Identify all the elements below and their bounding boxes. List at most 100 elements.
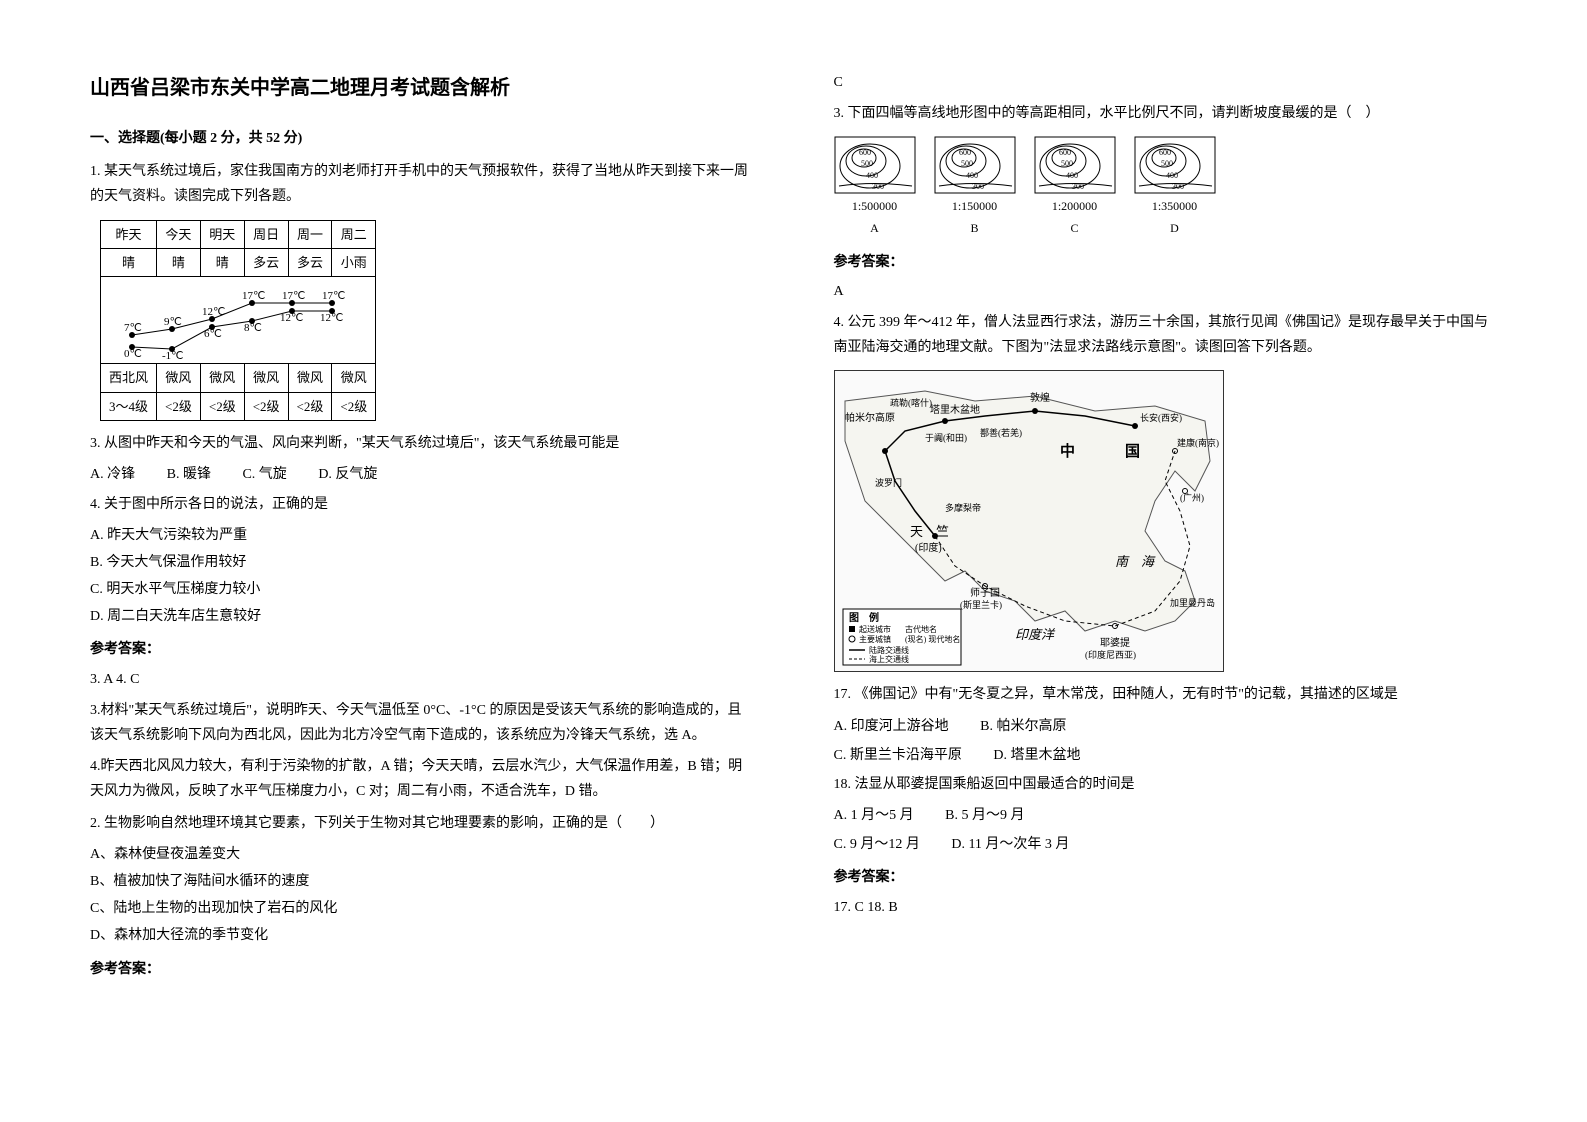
- q1-stem: 1. 某天气系统过境后，家住我国南方的刘老师打开手机中的天气预报软件，获得了当地…: [90, 159, 754, 209]
- wind-cell: 微风: [157, 364, 201, 392]
- q1-exp3: 3.材料"某天气系统过境后"，说明昨天、今天气温低至 0°C、-1°C 的原因是…: [90, 698, 754, 748]
- contour-map-c: 600 500 400 300: [1034, 136, 1116, 194]
- wind-cell: 微风: [244, 364, 288, 392]
- answer-label: 参考答案：: [90, 957, 754, 982]
- q4-sub18-opts-row1: A. 1 月～5 月 B. 5 月～9 月: [834, 803, 1498, 828]
- scale-label: D: [1134, 218, 1216, 240]
- wind-lvl-cell: <2级: [288, 392, 332, 420]
- svg-text:帕米尔高原: 帕米尔高原: [845, 411, 895, 424]
- exam-title: 山西省吕梁市东关中学高二地理月考试题含解析: [90, 70, 754, 106]
- svg-text:起送城市: 起送城市: [859, 624, 891, 634]
- q1-sub4: 4. 关于图中所示各日的说法，正确的是: [90, 492, 754, 517]
- wind-lvl-cell: <2级: [200, 392, 244, 420]
- opt-c: C. 气旋: [242, 467, 286, 482]
- answer-label: 参考答案：: [834, 865, 1498, 890]
- weather-cell: 晴: [200, 248, 244, 276]
- q1-sub3: 3. 从图中昨天和今天的气温、风向来判断，"某天气系统过境后"，该天气系统最可能…: [90, 431, 754, 456]
- svg-text:波罗门: 波罗门: [875, 477, 902, 488]
- day-cell: 周一: [288, 220, 332, 248]
- faxian-route-map: 敦煌 帕米尔高原 塔里木盆地 疏勒(喀什) 于阗(和田) 鄯善(若羌) 中 国 …: [834, 370, 1224, 672]
- q4-sub17-opts-row2: C. 斯里兰卡沿海平原 D. 塔里木盆地: [834, 743, 1498, 768]
- opt-d: D. 塔里木盆地: [993, 748, 1080, 763]
- contour-item: 600 500 400 300 1:350000 D: [1134, 136, 1216, 239]
- svg-text:加里曼丹岛: 加里曼丹岛: [1170, 597, 1215, 608]
- weather-table: 昨天 今天 明天 周日 周一 周二 晴 晴 晴 多云 多云 小雨: [100, 220, 376, 422]
- svg-text:南 海: 南 海: [1115, 554, 1156, 569]
- scale-text: 1:500000: [834, 196, 916, 218]
- svg-text:600: 600: [959, 148, 971, 157]
- day-cell: 周二: [332, 220, 376, 248]
- opt-c: C. 9 月～12 月: [834, 837, 920, 852]
- q3-stem: 3. 下面四幅等高线地形图中的等高距相同，水平比例尺不同，请判断坡度最缓的是（ …: [834, 101, 1498, 126]
- svg-text:师子国: 师子国: [970, 586, 1000, 599]
- day-cell: 昨天: [101, 220, 157, 248]
- weather-cell: 多云: [288, 248, 332, 276]
- svg-text:古代地名: 古代地名: [905, 624, 937, 634]
- opt-c: C. 斯里兰卡沿海平原: [834, 748, 962, 763]
- svg-text:疏勒(喀什): 疏勒(喀什): [890, 397, 932, 408]
- q3-answer: A: [834, 279, 1498, 304]
- svg-text:印度洋: 印度洋: [1015, 627, 1056, 642]
- q2-answer: C: [834, 70, 1498, 95]
- opt-d: D、森林加大径流的季节变化: [90, 923, 754, 948]
- contour-map-b: 600 500 400 300: [934, 136, 1016, 194]
- q4-stem: 4. 公元 399 年～412 年，僧人法显西行求法，游历三十余国，其旅行见闻《…: [834, 310, 1498, 360]
- svg-text:海上交通线: 海上交通线: [869, 654, 909, 664]
- svg-text:(广州): (广州): [1180, 492, 1204, 503]
- contour-item: 600 500 400 300 1:500000 A: [834, 136, 916, 239]
- svg-text:建康(南京): 建康(南京): [1177, 437, 1219, 448]
- answer-label: 参考答案：: [834, 250, 1498, 275]
- opt-a: A. 1 月～5 月: [834, 808, 914, 823]
- route-map-svg: 敦煌 帕米尔高原 塔里木盆地 疏勒(喀什) 于阗(和田) 鄯善(若羌) 中 国 …: [835, 371, 1223, 671]
- q4-sub18: 18. 法显从耶婆提国乘船返回中国最适合的时间是: [834, 772, 1498, 797]
- opt-d: D. 反气旋: [318, 467, 377, 482]
- weather-cell: 晴: [101, 248, 157, 276]
- svg-text:300: 300: [972, 182, 984, 191]
- right-column: C 3. 下面四幅等高线地形图中的等高距相同，水平比例尺不同，请判断坡度最缓的是…: [834, 70, 1498, 986]
- svg-text:鄯善(若羌): 鄯善(若羌): [980, 427, 1022, 438]
- svg-text:17℃: 17℃: [322, 290, 345, 302]
- day-cell: 今天: [157, 220, 201, 248]
- weather-figure: 昨天 今天 明天 周日 周一 周二 晴 晴 晴 多云 多云 小雨: [100, 220, 754, 422]
- opt-c: C、陆地上生物的出现加快了岩石的风化: [90, 896, 754, 921]
- svg-text:(斯里兰卡): (斯里兰卡): [960, 599, 1002, 610]
- svg-text:长安(西安): 长安(西安): [1140, 412, 1182, 423]
- scale-text: 1:200000: [1034, 196, 1116, 218]
- svg-text:多摩梨帝: 多摩梨帝: [945, 502, 981, 513]
- opt-a: A. 冷锋: [90, 467, 135, 482]
- opt-b: B. 帕米尔高原: [980, 719, 1066, 734]
- svg-text:敦煌: 敦煌: [1030, 391, 1050, 404]
- scale-text: 1:350000: [1134, 196, 1216, 218]
- svg-text:(印度尼西亚): (印度尼西亚): [1085, 649, 1136, 660]
- wind-lvl-cell: <2级: [244, 392, 288, 420]
- section-1-header: 一、选择题(每小题 2 分，共 52 分): [90, 126, 754, 151]
- opt-c: C. 明天水平气压梯度力较小: [90, 577, 754, 602]
- q1-sub3-options: A. 冷锋 B. 暖锋 C. 气旋 D. 反气旋: [90, 462, 754, 487]
- svg-text:500: 500: [861, 159, 873, 168]
- opt-b: B. 今天大气保温作用较好: [90, 550, 754, 575]
- wind-lvl-cell: 3～4级: [101, 392, 157, 420]
- opt-a: A. 印度河上游谷地: [834, 719, 949, 734]
- contour-figure-row: 600 500 400 300 1:500000 A 600 500 40: [834, 136, 1498, 239]
- contour-item: 600 500 400 300 1:150000 B: [934, 136, 1016, 239]
- opt-a: A. 昨天大气污染较为严重: [90, 523, 754, 548]
- scale-label: B: [934, 218, 1016, 240]
- svg-text:图 例: 图 例: [849, 611, 879, 624]
- svg-text:天 竺: 天 竺: [910, 524, 949, 539]
- q4-sub17: 17. 《佛国记》中有"无冬夏之异，草木常茂，田种随人，无有时节"的记载，其描述…: [834, 682, 1498, 707]
- q2-stem: 2. 生物影响自然地理环境其它要素，下列关于生物对其它地理要素的影响，正确的是（…: [90, 811, 754, 836]
- scale-text: 1:150000: [934, 196, 1016, 218]
- weather-cell: 多云: [244, 248, 288, 276]
- svg-text:500: 500: [1061, 159, 1073, 168]
- day-cell: 明天: [200, 220, 244, 248]
- weather-cell: 小雨: [332, 248, 376, 276]
- svg-text:17℃: 17℃: [242, 290, 265, 302]
- opt-d: D. 11 月～次年 3 月: [951, 837, 1069, 852]
- opt-b: B. 5 月～9 月: [945, 808, 1024, 823]
- wind-cell: 微风: [200, 364, 244, 392]
- svg-text:600: 600: [859, 148, 871, 157]
- q1-exp4: 4.昨天西北风风力较大，有利于污染物的扩散，A 错；今天天晴，云层水汽少，大气保…: [90, 754, 754, 804]
- wind-cell: 西北风: [101, 364, 157, 392]
- contour-item: 600 500 400 300 1:200000 C: [1034, 136, 1116, 239]
- q4-answer: 17. C 18. B: [834, 895, 1498, 920]
